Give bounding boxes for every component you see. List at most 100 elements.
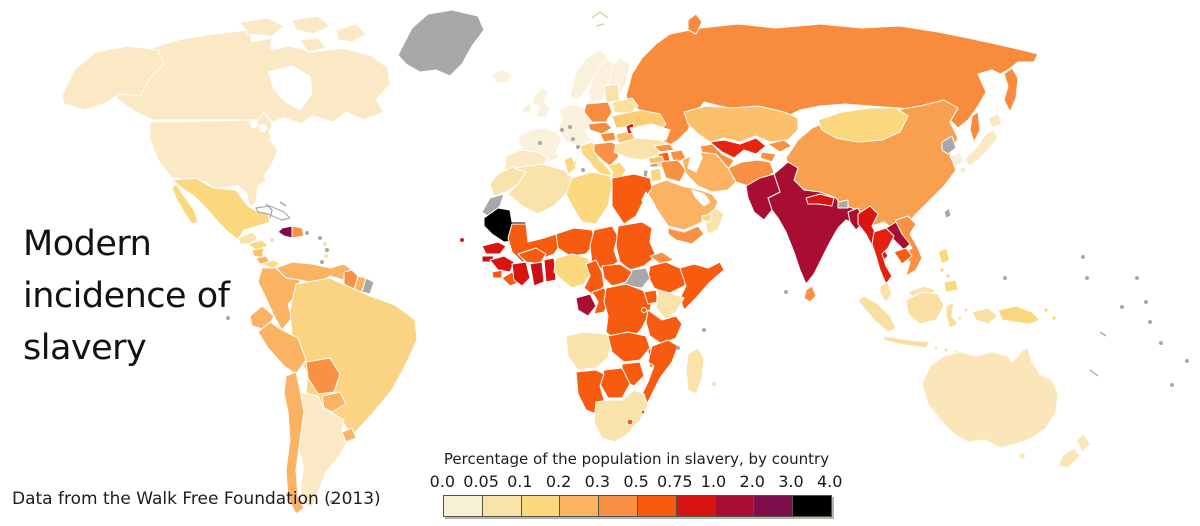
region-uruguay xyxy=(341,427,357,443)
region-japan-kyushu xyxy=(959,166,967,174)
region-balkans xyxy=(593,141,621,167)
svalbard-outline xyxy=(591,11,609,27)
region-philippines-luzon xyxy=(937,247,951,265)
region-honduras xyxy=(247,239,269,251)
region-sri-lanka xyxy=(803,285,817,303)
region-russia-sakhalin xyxy=(969,111,981,143)
region-russia-kamchatka xyxy=(1003,67,1019,113)
map-title: Modern incidence of slavery xyxy=(23,224,230,368)
region-niger xyxy=(555,227,597,257)
region-kazakhstan xyxy=(683,105,799,143)
small-territory-dot xyxy=(1120,305,1124,309)
region-nepal xyxy=(805,193,835,207)
region-united-kingdom xyxy=(531,87,551,119)
region-taiwan xyxy=(943,207,952,219)
fiji-outline xyxy=(1099,331,1107,337)
region-pakistan xyxy=(745,173,781,221)
region-north-korea xyxy=(941,135,957,155)
region-sierra-leone xyxy=(491,269,503,279)
small-territory-dot xyxy=(324,254,328,258)
region-panama xyxy=(261,259,281,269)
region-lesotho xyxy=(626,418,634,426)
region-russia xyxy=(625,23,1039,149)
region-norway xyxy=(569,49,609,101)
region-png-islands xyxy=(1051,315,1057,321)
small-territory-dot xyxy=(676,346,680,350)
region-japan-honshu xyxy=(963,129,999,167)
region-philippines-islands xyxy=(945,273,951,279)
region-indonesia-islands xyxy=(943,347,949,353)
region-mongolia xyxy=(817,107,909,143)
region-senegal xyxy=(481,241,507,255)
region-canada-arctic xyxy=(335,23,367,43)
region-malaysia-peninsula xyxy=(879,281,893,303)
small-territory-dot xyxy=(226,316,230,320)
region-chile xyxy=(283,371,305,515)
region-central-europe xyxy=(557,103,593,147)
region-new-zealand-south xyxy=(1057,447,1081,469)
region-indonesia-java xyxy=(883,335,931,349)
region-libya xyxy=(565,171,613,225)
region-canada-arctic xyxy=(239,17,285,37)
region-haiti xyxy=(277,225,293,239)
region-mexico-baja xyxy=(171,183,199,225)
small-territory-dot xyxy=(702,328,706,332)
small-territory-dot xyxy=(1159,341,1163,345)
region-baltic-states xyxy=(603,83,621,103)
small-territory-dot xyxy=(581,168,585,172)
red-sea xyxy=(641,191,673,249)
region-central-african-republic xyxy=(601,263,633,287)
great-lakes xyxy=(249,119,259,129)
small-territory-dot xyxy=(571,137,575,141)
new-caledonia-outline xyxy=(1089,369,1099,377)
region-swaziland xyxy=(640,409,646,415)
region-mexico xyxy=(171,177,271,241)
region-sudan xyxy=(615,221,657,271)
region-togo-benin xyxy=(543,257,557,283)
region-peru xyxy=(257,321,307,375)
region-morocco xyxy=(489,165,527,197)
small-territory-dot xyxy=(1003,276,1007,280)
cyprus-dash xyxy=(649,162,659,168)
region-chad xyxy=(589,225,619,271)
small-territory-dot xyxy=(1081,255,1085,259)
small-territory-dot xyxy=(325,248,329,252)
small-territory-dot xyxy=(1148,320,1152,324)
region-canada-arctic xyxy=(291,15,331,35)
region-indonesia-papua xyxy=(971,307,999,325)
attribution: Data from the Walk Free Foundation (2013… xyxy=(12,489,381,509)
region-indonesia-islands xyxy=(957,315,963,321)
small-territory-dot xyxy=(568,125,572,129)
region-bhutan xyxy=(837,199,849,209)
region-new-zealand-north xyxy=(1075,433,1091,453)
region-india xyxy=(767,161,863,285)
region-cote-divoire xyxy=(511,261,531,287)
region-philippines-mindanao xyxy=(943,279,959,293)
small-territory-dot xyxy=(560,128,564,132)
small-territory-dot xyxy=(1144,300,1148,304)
region-indonesia-islands xyxy=(963,307,969,313)
region-canada xyxy=(111,29,391,125)
region-ghana xyxy=(529,261,545,287)
region-jordan xyxy=(649,167,663,183)
region-thailand xyxy=(871,227,895,285)
small-territory-dot xyxy=(711,381,717,387)
small-territory-dot xyxy=(1185,359,1189,363)
bahamas-outline xyxy=(265,201,287,219)
region-french-guiana xyxy=(361,277,375,295)
region-algeria xyxy=(507,163,573,215)
region-tunisia xyxy=(563,155,577,175)
region-rwanda-burundi xyxy=(641,307,647,313)
region-iraq xyxy=(659,159,687,183)
small-territory-dot xyxy=(320,260,324,264)
small-territory-dot xyxy=(323,242,327,246)
region-indonesia-sulawesi xyxy=(945,301,959,329)
region-gabon xyxy=(575,293,597,317)
small-territory-dot xyxy=(1085,276,1089,280)
region-papua-new-guinea xyxy=(997,305,1041,325)
region-cambodia xyxy=(893,247,913,265)
black-sea xyxy=(629,123,671,142)
region-png-islands xyxy=(1043,307,1049,313)
